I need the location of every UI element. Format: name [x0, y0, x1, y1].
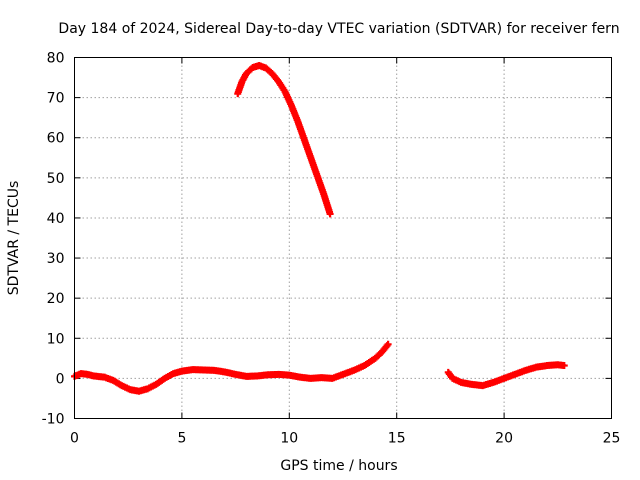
x-tick-label: 20: [495, 431, 513, 447]
y-axis-label: SDTVAR / TECUs: [6, 181, 22, 296]
y-tick-label: 40: [47, 211, 65, 227]
y-tick-label: 0: [56, 371, 65, 387]
axis-ticks: [74, 57, 612, 419]
data-point: [384, 340, 392, 348]
y-tick-label: 80: [47, 51, 65, 67]
series-arc-2: [234, 62, 334, 218]
y-tick-label: 50: [47, 171, 65, 187]
series-arc-3: [444, 361, 568, 390]
y-tick-label: 30: [47, 251, 65, 267]
chart-title: Day 184 of 2024, Sidereal Day-to-day VTE…: [58, 21, 619, 37]
x-axis-label: GPS time / hours: [280, 458, 397, 474]
series-arc-1: [71, 340, 392, 395]
data-point: [560, 362, 568, 370]
data-point: [326, 210, 334, 218]
data-points: [71, 62, 568, 395]
y-tick-label: 20: [47, 291, 65, 307]
grid-lines: [74, 57, 612, 419]
y-tick-label: 10: [47, 331, 65, 347]
y-tick-label: 60: [47, 131, 65, 147]
x-tick-label: 5: [177, 431, 186, 447]
y-tick-label: 70: [47, 91, 65, 107]
plot-frame: [74, 57, 612, 419]
x-tick-label: 10: [280, 431, 298, 447]
x-tick-label: 15: [388, 431, 406, 447]
x-tick-label: 25: [603, 431, 621, 447]
y-tick-label: -10: [42, 412, 65, 428]
tick-labels: 0 5 10 15 20 25 -10 0 10 20 30 40 50 60 70 80: [42, 51, 621, 447]
x-tick-label: 0: [70, 431, 79, 447]
